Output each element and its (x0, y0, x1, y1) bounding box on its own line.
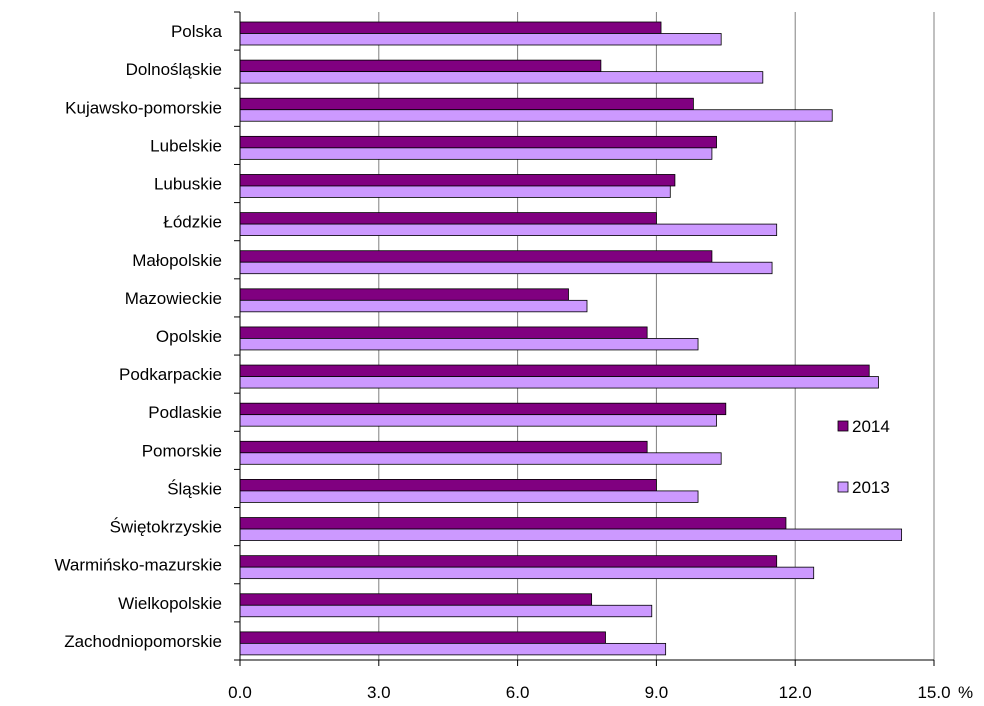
category-label: Kujawsko-pomorskie (65, 98, 222, 117)
bar-2014-11 (239, 440, 648, 454)
bar-2014-3 (239, 135, 717, 149)
x-tick-label: 9.0 (645, 683, 669, 702)
category-label: Lubelskie (150, 136, 222, 155)
bar-2014-7 (239, 288, 569, 301)
bar-2013-12 (239, 490, 699, 503)
bar-2014-4 (239, 174, 676, 187)
category-label: Lubuskie (154, 175, 222, 194)
bar-2013-11 (239, 452, 722, 465)
bar-2013-15 (239, 604, 653, 618)
bar-2013-14 (239, 566, 815, 580)
bar-2014-0 (239, 21, 662, 34)
category-label: Zachodniopomorskie (64, 632, 222, 651)
category-label: Podkarpackie (119, 365, 222, 384)
bar-2013-4 (239, 185, 671, 198)
bar-2013-7 (239, 299, 588, 313)
legend: 2014 2013 (837, 417, 890, 497)
bar-2013-10 (239, 414, 717, 427)
bar-2014-13 (239, 517, 787, 530)
bar-2013-16 (239, 642, 667, 656)
category-label: Podlaskie (148, 403, 222, 422)
category-label: Opolskie (156, 327, 222, 346)
bar-2013-9 (239, 376, 879, 389)
x-tick-label: 0.0 (228, 683, 252, 702)
bar-2014-16 (239, 631, 606, 644)
category-label: Dolnośląskie (126, 60, 222, 79)
category-labels: Polska Dolnośląskie Kujawsko-pomorskie Lube… (54, 22, 222, 651)
bar-2013-6 (239, 261, 773, 275)
bar-2014-2 (239, 97, 694, 111)
bar-2014-14 (239, 555, 778, 568)
bar-2013-1 (239, 71, 764, 84)
x-tick-label: 6.0 (506, 683, 530, 702)
bar-2014-12 (239, 479, 657, 492)
x-tick-label: 12.0 (779, 683, 812, 702)
bar-2013-8 (239, 338, 699, 351)
bar-2014-10 (239, 402, 727, 416)
bar-2013-3 (239, 147, 713, 160)
x-tick-label: 15.0 (917, 683, 950, 702)
category-label: Wielkopolskie (118, 594, 222, 613)
legend-label-2014: 2014 (852, 417, 890, 436)
legend-swatch-2013 (837, 481, 849, 493)
bar-2014-1 (239, 59, 602, 73)
bar-2013-0 (239, 33, 722, 46)
bar-2013-2 (239, 109, 833, 122)
category-label: Świętokrzyskie (110, 518, 222, 537)
category-label: Pomorskie (142, 441, 222, 460)
x-tick-labels: 0.0 3.0 6.0 9.0 12.0 15.0 (228, 683, 950, 702)
category-label: Warmińsko-mazurskie (54, 556, 222, 575)
axes (234, 11, 935, 666)
bar-2014-8 (239, 326, 648, 339)
category-label: Polska (171, 22, 223, 41)
category-label: Śląskie (167, 479, 222, 498)
x-unit-label: % (958, 683, 973, 702)
bars (239, 21, 903, 656)
bar-2013-13 (239, 528, 903, 541)
bar-2014-5 (239, 212, 657, 225)
legend-label-2013: 2013 (852, 478, 890, 497)
category-label: Mazowieckie (125, 289, 222, 308)
category-label: Małopolskie (132, 251, 222, 270)
legend-swatch-2014 (837, 420, 849, 432)
bar-2013-5 (239, 223, 778, 236)
x-tick-label: 3.0 (367, 683, 391, 702)
bar-2014-15 (239, 593, 593, 606)
bar-2014-9 (239, 364, 870, 377)
bar-2014-6 (239, 250, 713, 263)
category-label: Łódzkie (163, 213, 222, 232)
